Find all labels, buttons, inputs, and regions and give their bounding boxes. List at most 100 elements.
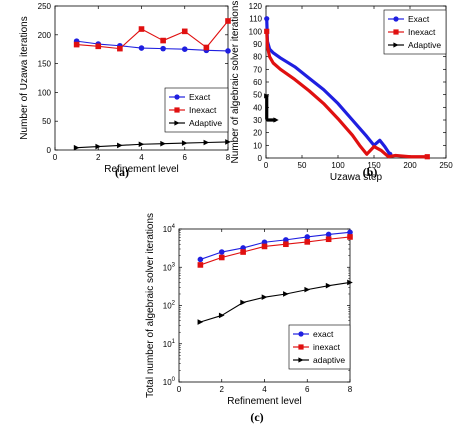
data-point: [225, 18, 231, 24]
data-point: [73, 144, 80, 151]
data-point: [240, 249, 246, 255]
data-point: [283, 237, 289, 243]
legend: Exact Inexact Adaptive: [383, 9, 447, 55]
legend-marker: [298, 344, 304, 350]
data-point: [264, 93, 270, 99]
panel-label: (c): [250, 410, 263, 424]
data-point: [261, 294, 268, 300]
x-tick-label: 6: [183, 153, 188, 162]
series-line: [76, 141, 229, 149]
y-tick-label: 104: [163, 224, 176, 234]
data-point: [424, 154, 430, 160]
data-point: [264, 28, 270, 34]
y-tick-label: 30: [253, 116, 262, 125]
chart-panel-b: 0 50 100 150 200 250 0 10 20 30 40 50 60 70 80 90 100 110…: [230, 1, 453, 183]
data-point: [325, 282, 332, 289]
data-point: [138, 45, 145, 51]
y-axis-label: Number of Uzawa iterations: [19, 16, 30, 139]
x-tick-label: 8: [348, 385, 353, 394]
data-point: [283, 241, 289, 248]
y-tick-label: 100: [163, 377, 176, 387]
y-tick-label: 0: [47, 146, 52, 155]
y-tick-exponent: 1: [172, 339, 176, 345]
data-point: [117, 45, 123, 52]
data-point: [304, 234, 311, 240]
y-tick-label: 100: [249, 27, 263, 36]
data-point: [273, 117, 279, 123]
data-point: [138, 26, 145, 32]
y-tick-exponent: 3: [172, 262, 176, 268]
y-tick-label: 250: [38, 2, 52, 11]
y-tick-label: 50: [253, 91, 262, 100]
y-tick-exponent: 2: [172, 301, 176, 307]
y-axis-label: Number of algebraic solver iterations: [230, 1, 241, 164]
y-tick-base: 10: [163, 340, 172, 349]
series-line: [265, 95, 277, 122]
series-line: [200, 236, 351, 266]
panel-label: (b): [363, 165, 378, 179]
series-inexact: [73, 18, 231, 52]
data-point: [197, 256, 204, 263]
series-adaptive: [73, 139, 231, 151]
data-point: [264, 16, 270, 22]
y-tick-label: 70: [253, 65, 262, 74]
y-tick-label: 200: [38, 31, 52, 40]
legend-label: exact: [313, 329, 334, 339]
y-tick-label: 103: [163, 262, 176, 272]
x-axis-label: Refinement level: [227, 396, 301, 407]
data-point: [160, 45, 166, 52]
series-inexact: [264, 28, 430, 160]
y-axis-label: Total number of algebraic solver iterati…: [145, 213, 156, 398]
data-point: [225, 48, 231, 54]
x-tick-label: 4: [139, 153, 144, 162]
data-point: [325, 236, 332, 243]
data-point: [304, 239, 311, 245]
legend-label: Exact: [408, 14, 430, 24]
x-tick-label: 4: [262, 385, 267, 394]
data-point: [325, 231, 332, 238]
data-point: [160, 37, 166, 44]
data-point: [95, 43, 102, 50]
y-tick-label: 102: [163, 301, 176, 311]
x-tick-label: 250: [439, 161, 453, 170]
y-tick-exponent: 4: [172, 224, 176, 230]
x-axis-label: Uzawa step: [330, 172, 383, 183]
x-tick-label: 0: [53, 153, 58, 162]
legend-marker: [393, 16, 399, 22]
series-line: [200, 231, 351, 260]
data-point: [347, 279, 353, 286]
x-tick-label: 0: [264, 161, 269, 170]
series-line: [265, 18, 392, 156]
y-tick-label: 50: [42, 117, 51, 126]
data-point: [203, 139, 210, 146]
series-line: [76, 40, 229, 52]
y-tick-label: 80: [253, 53, 262, 62]
data-point: [218, 249, 225, 255]
legend-marker: [174, 94, 180, 100]
series-exact: [197, 229, 353, 263]
data-point: [181, 46, 188, 52]
chart-panel-a: 0 2 4 6 8 0 50 100 150 200 250 Refinement level Numb…: [19, 2, 231, 179]
y-tick-base: 10: [163, 378, 172, 387]
panel-label: (a): [115, 165, 129, 179]
data-point: [218, 254, 225, 261]
legend-marker: [298, 331, 304, 337]
x-tick-label: 6: [305, 385, 310, 394]
x-tick-label: 2: [96, 153, 101, 162]
y-tick-base: 10: [163, 302, 172, 311]
x-tick-label: 2: [220, 385, 225, 394]
legend-label: inexact: [313, 342, 341, 352]
data-point: [181, 140, 188, 146]
x-tick-label: 0: [177, 385, 182, 394]
y-tick-label: 100: [38, 88, 52, 97]
legend-label: Inexact: [189, 105, 217, 115]
y-tick-label: 10: [253, 141, 262, 150]
data-point: [95, 143, 102, 150]
x-tick-label: 150: [367, 161, 381, 170]
legend-label: Adaptive: [408, 40, 441, 50]
series-line: [200, 281, 351, 323]
legend-marker: [174, 120, 180, 126]
legend-marker: [393, 29, 399, 35]
